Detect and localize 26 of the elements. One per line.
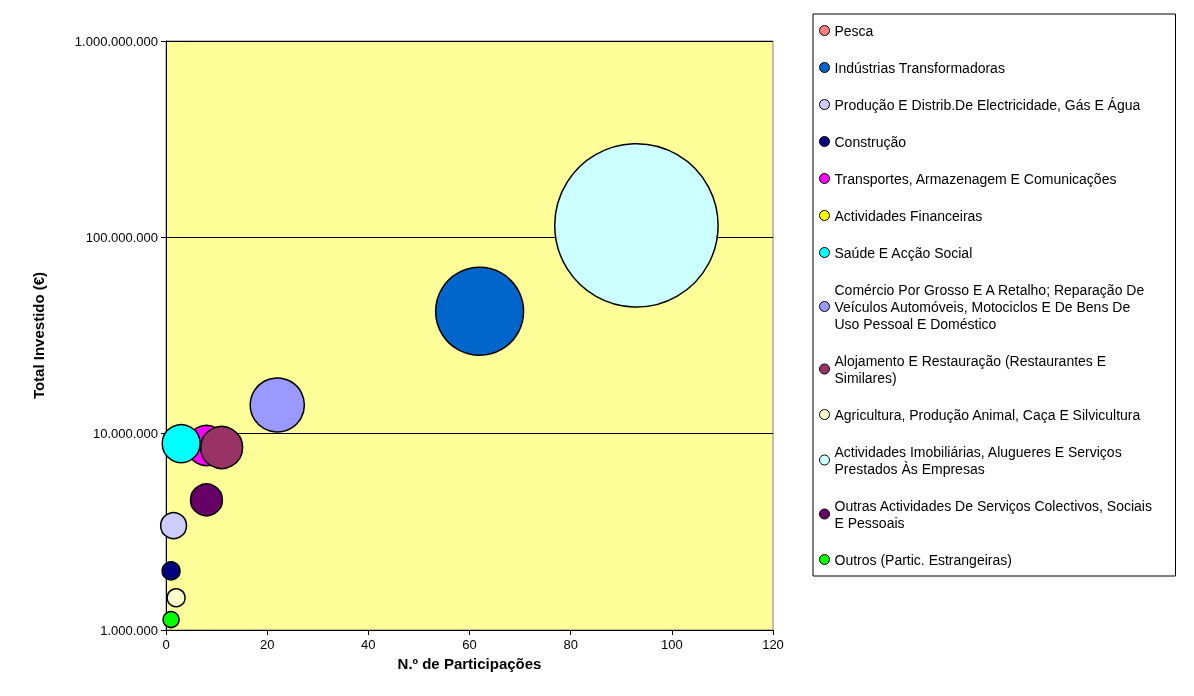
legend-label: Produção E Distrib.De Electricidade, Gás E Água [834, 96, 1141, 113]
y-tick-label: 1.000.000.000 [74, 33, 158, 49]
legend-label: Outras Actividades De Serviços Colectivos, Sociais E Pessoais [834, 497, 1156, 531]
y-tick-label: 100.000.000 [85, 229, 158, 245]
x-tick-label: 20 [259, 637, 275, 652]
y-tick-label: 10.000.000 [92, 426, 158, 442]
legend-label: Transportes, Armazenagem E Comunicações [834, 170, 1117, 187]
y-axis-title: Total Investido (€) [30, 271, 47, 400]
legend-label: Comércio Por Grosso E A Retalho; Reparação De Veículos Automóveis, Motociclos E De Bens De Uso Pessoal E Doméstico [834, 281, 1149, 332]
x-tick-label: 40 [361, 637, 376, 652]
x-tick-label: 60 [462, 637, 477, 652]
legend-label: Alojamento E Restauração (Restaurantes E Similares) [834, 352, 1110, 386]
x-tick-label: 100 [660, 637, 683, 652]
legend-label: Indústrias Transformadoras [834, 59, 1005, 76]
legend-label: Construção [834, 133, 907, 150]
legend-label: Outros (Partic. Estrangeiras) [834, 551, 1012, 568]
x-axis-title: N.º de Participações [397, 654, 542, 672]
legend-label: Actividades Imobiliárias, Alugueres E Serviços Prestados Às Empresas [834, 443, 1126, 477]
legend-label: Saúde E Acção Social [834, 244, 973, 261]
x-tick-label: 80 [563, 637, 578, 652]
y-tick-label: 1.000.000 [100, 622, 158, 638]
x-tick-label: 120 [762, 637, 784, 652]
legend-label: Actividades Financeiras [834, 207, 983, 224]
legend-label: Pesca [834, 22, 874, 39]
legend-label: Agricultura, Produção Animal, Caça E Silvicultura [834, 406, 1141, 423]
x-tick-label: 0 [162, 637, 170, 652]
